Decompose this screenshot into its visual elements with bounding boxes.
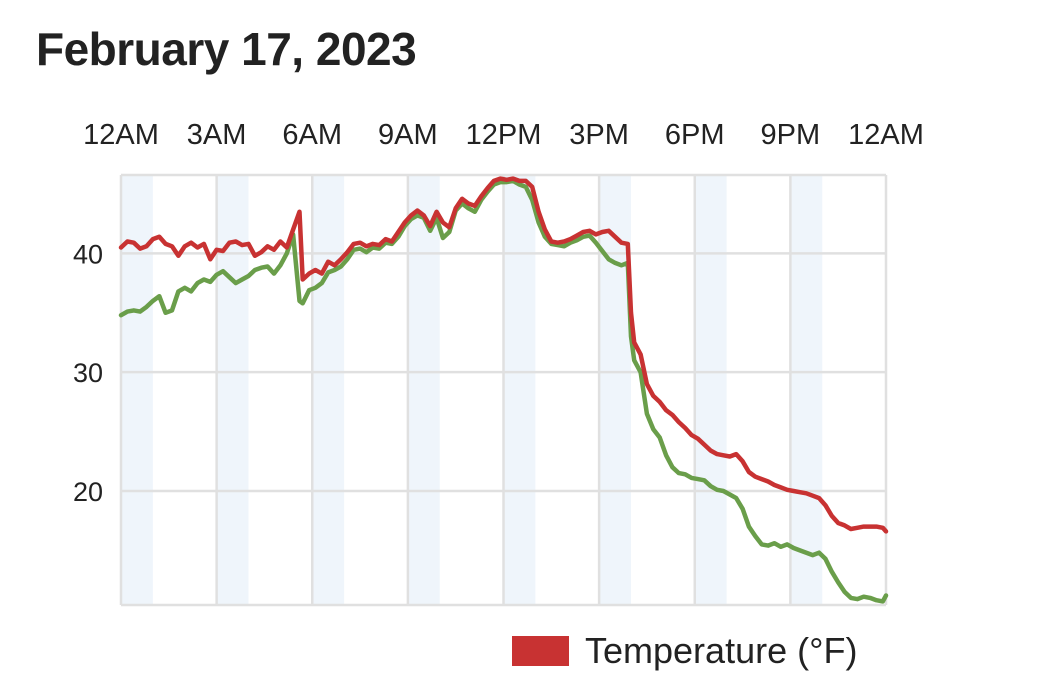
hour-band xyxy=(216,175,249,605)
y-tick-label: 20 xyxy=(73,477,103,507)
x-tick-labels: 12AM 3AM 6AM 9AM 12PM 3PM 6PM 9PM 12AM xyxy=(83,119,924,151)
legend: Temperature (°F) xyxy=(512,630,857,672)
temperature-line xyxy=(118,176,889,534)
y-tick-label: 30 xyxy=(73,358,103,388)
dewpoint-line xyxy=(118,178,889,604)
legend-label-temperature: Temperature (°F) xyxy=(585,630,858,671)
x-tick-label: 12AM xyxy=(848,119,924,151)
x-tick-label: 9AM xyxy=(378,119,438,151)
series-lines xyxy=(118,176,889,604)
chart-title: February 17, 2023 xyxy=(36,23,417,75)
y-tick-label: 40 xyxy=(73,239,103,269)
hour-band xyxy=(503,175,536,605)
x-tick-label: 3PM xyxy=(569,119,629,151)
hour-band xyxy=(121,175,153,605)
x-tick-label: 6AM xyxy=(282,119,342,151)
shaded-bands xyxy=(121,175,823,605)
x-tick-label: 9PM xyxy=(761,119,821,151)
hour-band xyxy=(407,175,440,605)
hour-band xyxy=(694,175,727,605)
x-tick-label: 12AM xyxy=(83,119,159,151)
y-tick-labels: 40 30 20 xyxy=(73,239,103,507)
horizontal-gridlines xyxy=(121,173,886,607)
hour-band xyxy=(312,175,345,605)
hour-band xyxy=(790,175,823,605)
x-tick-label: 6PM xyxy=(665,119,725,151)
x-tick-label: 3AM xyxy=(187,119,247,151)
x-tick-label: 12PM xyxy=(466,119,542,151)
legend-swatch-temperature xyxy=(512,636,569,666)
